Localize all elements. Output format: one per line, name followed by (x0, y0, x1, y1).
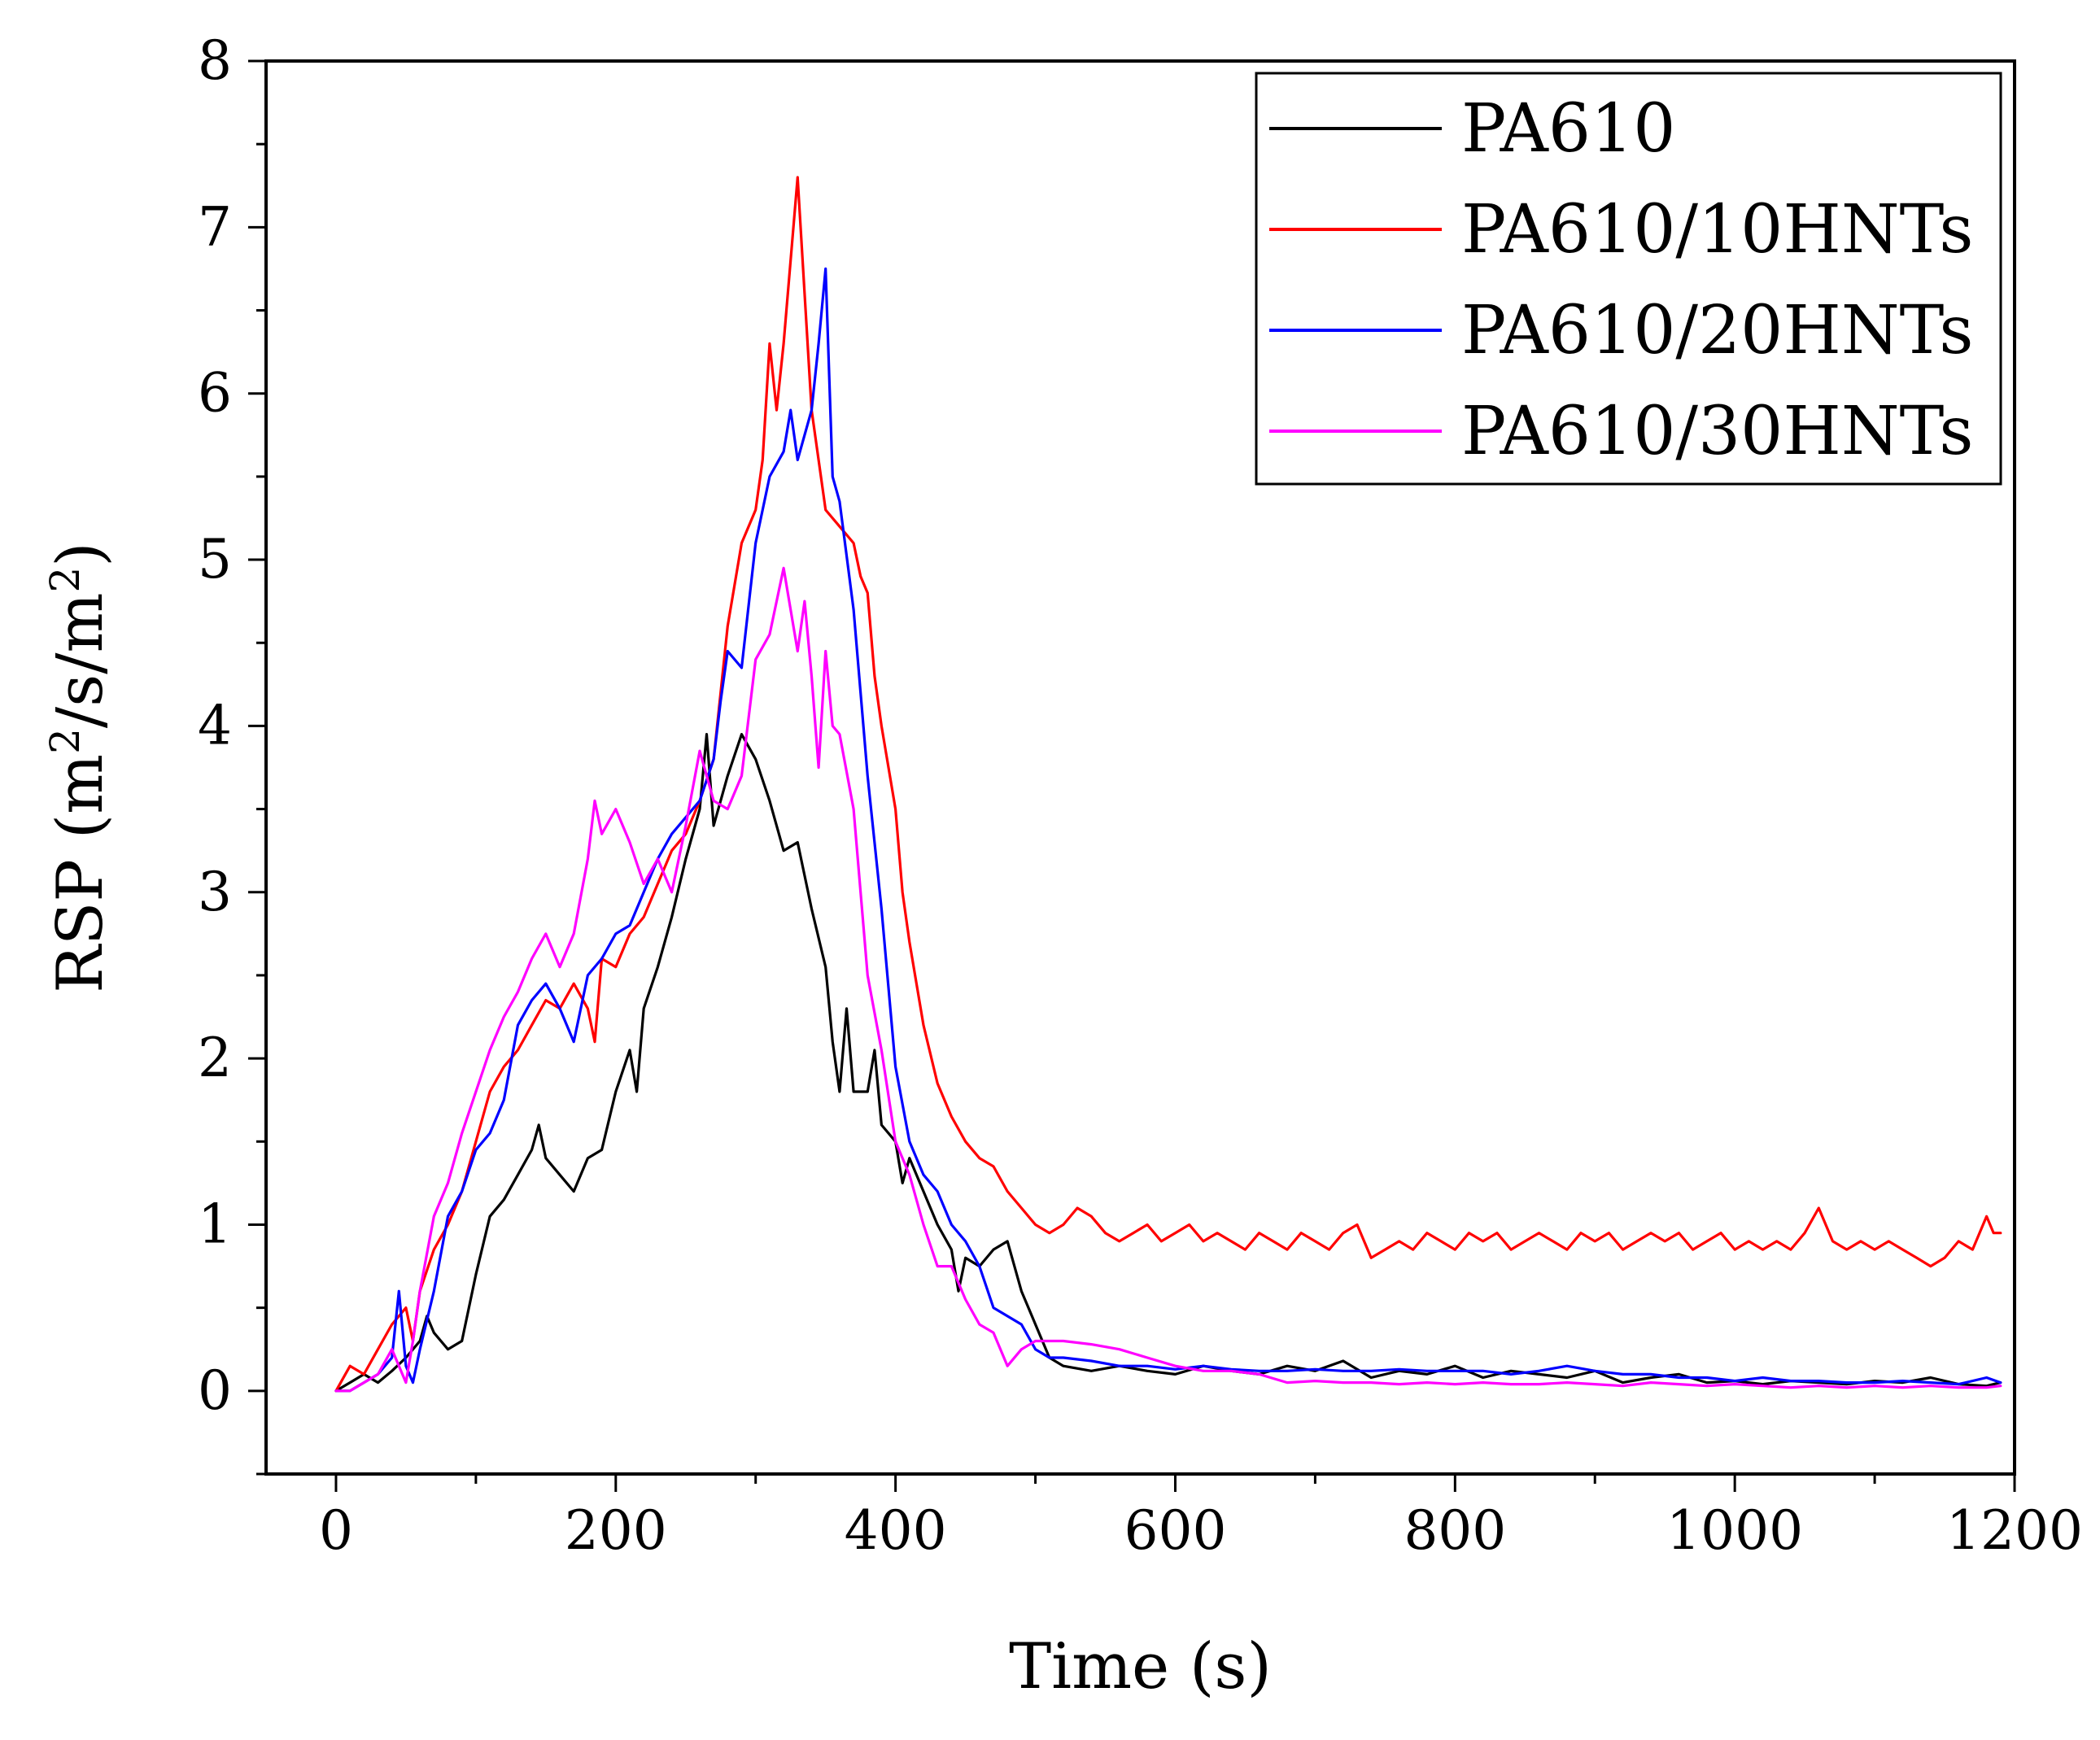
y-tick-label: 5 (198, 528, 232, 591)
y-axis-title-prefix: RSP (m (44, 754, 117, 993)
y-tick-label: 3 (198, 861, 232, 923)
x-tick-label: 400 (845, 1499, 947, 1562)
y-axis-title-mid: /s/m (44, 593, 117, 729)
axis-ticks (248, 59, 2016, 1492)
legend-box (1255, 72, 2002, 486)
y-axis-title-sup1: 2 (41, 728, 89, 754)
plot-frame (264, 59, 2016, 1476)
y-axis-title-suffix: ) (44, 542, 117, 566)
x-tick-label: 200 (565, 1499, 667, 1562)
series-line-3 (334, 566, 2002, 1393)
series-line-2 (334, 267, 2002, 1393)
y-tick-label: 7 (198, 195, 232, 258)
series-line-1 (334, 176, 2002, 1393)
x-tick-label: 1000 (1666, 1499, 1803, 1562)
tick-labels: 0 200 400 600 800 1000 1200 0 1 2 3 4 5 6 7 8 (198, 29, 2083, 1562)
legend-label-1: PA610/10HNTs (1461, 191, 1973, 268)
x-tick-label: 1200 (1946, 1499, 2083, 1562)
y-axis-title: RSP (m2/s/m2) (41, 542, 117, 992)
y-axis-title-sup2: 2 (41, 567, 89, 593)
legend-label-2: PA610/20HNTs (1461, 292, 1973, 369)
y-tick-label: 0 (198, 1359, 232, 1422)
y-tick-label: 6 (198, 362, 232, 425)
x-tick-label: 800 (1404, 1499, 1506, 1562)
x-tick-label: 0 (319, 1499, 353, 1562)
series-layer (334, 176, 2002, 1393)
y-tick-label: 8 (198, 29, 232, 92)
legend-label-0: PA610 (1461, 90, 1675, 168)
y-tick-label: 2 (198, 1027, 232, 1089)
legend-label-3: PA610/30HNTs (1461, 393, 1973, 470)
x-tick-label: 600 (1124, 1499, 1226, 1562)
legend: PA610 PA610/10HNTs PA610/20HNTs PA610/30HNT… (1255, 72, 2002, 486)
x-axis-title: Time (s) (1009, 1630, 1272, 1703)
y-tick-label: 1 (198, 1193, 232, 1255)
y-tick-label: 4 (198, 694, 232, 757)
